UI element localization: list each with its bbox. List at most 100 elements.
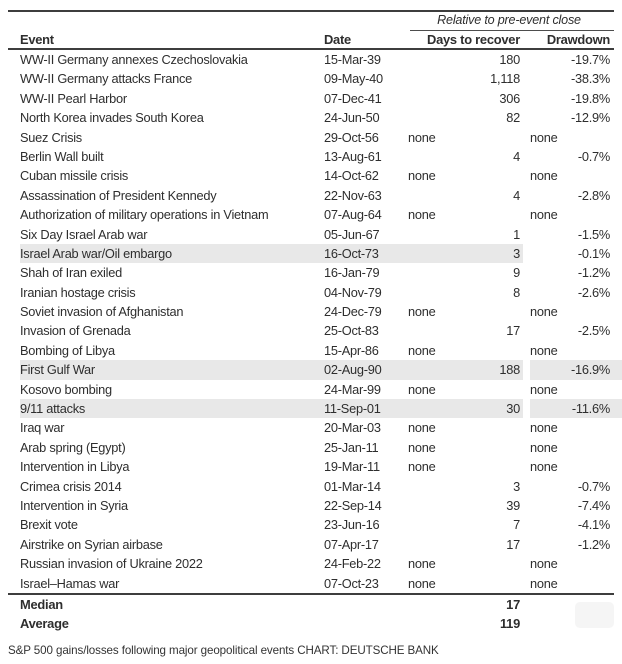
median-date-cell bbox=[318, 595, 396, 615]
event-cell: First Gulf War bbox=[20, 362, 95, 378]
date-cell: 16-Oct-73 bbox=[324, 245, 379, 261]
events-table: Relative to pre-event close Event Date D… bbox=[8, 10, 622, 634]
event-cell: Shah of Iran exiled bbox=[20, 265, 122, 281]
column-header-event: Event bbox=[20, 32, 54, 47]
drawdown-cell: -2.5% bbox=[577, 323, 610, 339]
event-cell: North Korea invades South Korea bbox=[20, 110, 204, 126]
days-cell: 9 bbox=[513, 265, 520, 281]
top-rule bbox=[8, 10, 614, 12]
drawdown-cell: -1.2% bbox=[577, 536, 610, 552]
date-cell: 01-Mar-14 bbox=[324, 478, 381, 494]
faint-highlight-artifact bbox=[575, 602, 614, 628]
span-header-rule bbox=[410, 30, 614, 31]
days-cell: none bbox=[408, 556, 436, 572]
drawdown-cell: -0.1% bbox=[577, 245, 610, 261]
table-row: Shah of Iran exiled 16-Jan-79 9 -1.2% bbox=[8, 263, 614, 282]
table-row: Iraq war 20-Mar-03 none none bbox=[8, 418, 614, 437]
header-rule bbox=[8, 48, 614, 50]
table-row: Russian invasion of Ukraine 2022 24-Feb-… bbox=[8, 554, 614, 573]
table-row: Iranian hostage crisis 04-Nov-79 8 -2.6% bbox=[8, 283, 614, 302]
days-cell: 306 bbox=[499, 90, 520, 106]
date-cell: 20-Mar-03 bbox=[324, 420, 381, 436]
drawdown-cell: none bbox=[530, 420, 558, 436]
event-cell: Cuban missile crisis bbox=[20, 168, 129, 184]
table-row: Berlin Wall built 13-Aug-61 4 -0.7% bbox=[8, 147, 614, 166]
date-cell: 22-Nov-63 bbox=[324, 187, 382, 203]
date-cell: 11-Sep-01 bbox=[324, 401, 381, 417]
table-row: Bombing of Libya 15-Apr-86 none none bbox=[8, 341, 614, 360]
event-cell: Intervention in Libya bbox=[20, 459, 130, 475]
drawdown-cell: none bbox=[530, 304, 558, 320]
table-body: WW-II Germany annexes Czechoslovakia 15-… bbox=[8, 50, 622, 593]
event-cell: Israel Arab war/Oil embargo bbox=[20, 245, 172, 261]
table-row: Israel–Hamas war 07-Oct-23 none none bbox=[8, 574, 614, 593]
average-drawdown-cell bbox=[523, 614, 612, 634]
summary-rule bbox=[8, 592, 614, 595]
table-row: North Korea invades South Korea 24-Jun-5… bbox=[8, 108, 614, 127]
table-row: Arab spring (Egypt) 25-Jan-11 none none bbox=[8, 438, 614, 457]
table-row: Israel Arab war/Oil embargo 16-Oct-73 3 … bbox=[8, 243, 614, 264]
average-row: Average 119 bbox=[8, 614, 614, 634]
table-row: Invasion of Grenada 25-Oct-83 17 -2.5% bbox=[8, 321, 614, 340]
drawdown-cell: -11.6% bbox=[571, 401, 610, 417]
drawdown-cell: -19.7% bbox=[570, 52, 610, 67]
table-row: WW-II Germany annexes Czechoslovakia 15-… bbox=[8, 50, 614, 69]
table-row: WW-II Pearl Harbor 07-Dec-41 306 -19.8% bbox=[8, 89, 614, 108]
drawdown-cell: -1.5% bbox=[577, 226, 610, 242]
span-header-label: Relative to pre-event close bbox=[437, 13, 581, 27]
drawdown-cell: none bbox=[530, 556, 558, 572]
date-cell: 24-Jun-50 bbox=[324, 110, 380, 126]
days-cell: none bbox=[408, 129, 436, 145]
date-cell: 25-Jan-11 bbox=[324, 439, 379, 455]
event-cell: Brexit vote bbox=[20, 517, 78, 533]
date-cell: 14-Oct-62 bbox=[324, 168, 379, 184]
drawdown-cell: -12.9% bbox=[570, 110, 610, 126]
days-cell: 1,118 bbox=[490, 71, 520, 87]
days-cell: 8 bbox=[513, 284, 520, 300]
event-cell: Authorization of military operations in … bbox=[20, 207, 269, 223]
date-cell: 23-Jun-16 bbox=[324, 517, 380, 533]
drawdown-cell: -2.6% bbox=[577, 284, 610, 300]
median-label: Median bbox=[20, 596, 63, 612]
days-cell: none bbox=[408, 439, 436, 455]
event-cell: WW-II Pearl Harbor bbox=[20, 90, 127, 106]
days-cell: none bbox=[408, 381, 436, 397]
date-cell: 07-Oct-23 bbox=[324, 575, 379, 591]
event-cell: WW-II Germany annexes Czechoslovakia bbox=[20, 52, 248, 67]
date-cell: 24-Feb-22 bbox=[324, 556, 381, 572]
event-cell: Soviet invasion of Afghanistan bbox=[20, 304, 184, 320]
days-cell: 3 bbox=[513, 245, 520, 261]
event-cell: Israel–Hamas war bbox=[20, 575, 120, 591]
average-date-cell bbox=[318, 614, 396, 634]
row-highlight-right bbox=[530, 399, 622, 419]
event-cell: WW-II Germany attacks France bbox=[20, 71, 192, 87]
event-cell: Six Day Israel Arab war bbox=[20, 226, 148, 242]
table-row: Suez Crisis 29-Oct-56 none none bbox=[8, 128, 614, 147]
median-drawdown-cell bbox=[523, 595, 612, 615]
drawdown-cell: -2.8% bbox=[577, 187, 610, 203]
chart-caption: S&P 500 gains/losses following major geo… bbox=[8, 644, 439, 657]
date-cell: 02-Aug-90 bbox=[324, 362, 382, 378]
event-cell: Iranian hostage crisis bbox=[20, 284, 136, 300]
median-row: Median 17 bbox=[8, 595, 614, 615]
date-cell: 07-Aug-64 bbox=[324, 207, 382, 223]
drawdown-cell: -16.9% bbox=[570, 362, 610, 378]
days-cell: 3 bbox=[513, 478, 520, 494]
drawdown-cell: none bbox=[530, 575, 558, 591]
days-cell: none bbox=[408, 420, 436, 436]
days-cell: none bbox=[408, 207, 436, 223]
median-days-value: 17 bbox=[506, 596, 520, 612]
date-cell: 24-Mar-99 bbox=[324, 381, 381, 397]
average-days-value: 119 bbox=[499, 616, 520, 632]
row-highlight-left bbox=[20, 243, 523, 264]
drawdown-cell: -7.4% bbox=[577, 497, 610, 513]
date-cell: 05-Jun-67 bbox=[324, 226, 380, 242]
table-row: 9/11 attacks 11-Sep-01 30 -11.6% bbox=[8, 399, 622, 419]
days-cell: 82 bbox=[506, 110, 520, 126]
days-cell: 188 bbox=[499, 362, 520, 378]
drawdown-cell: none bbox=[530, 207, 558, 223]
table-row: Airstrike on Syrian airbase 07-Apr-17 17… bbox=[8, 535, 614, 554]
days-cell: 30 bbox=[506, 401, 520, 417]
column-header-days-to-recover: Days to recover bbox=[427, 32, 520, 47]
